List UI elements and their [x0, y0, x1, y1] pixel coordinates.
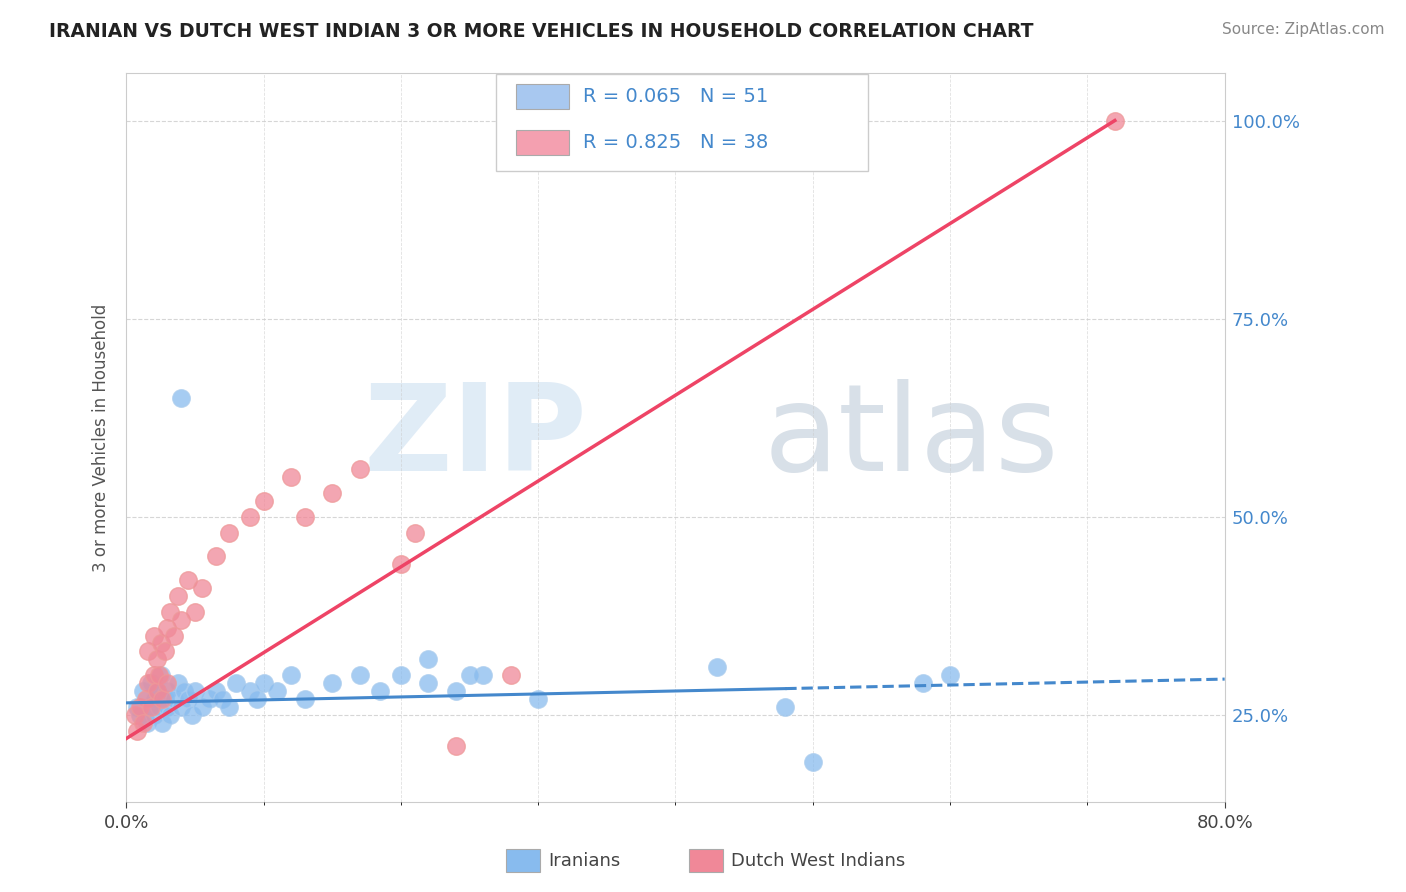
Point: [389, 668, 412, 682]
Point: [124, 707, 146, 722]
Point: [132, 684, 155, 698]
Point: [148, 699, 170, 714]
Point: [145, 684, 167, 698]
Point: [127, 723, 149, 738]
Point: [129, 699, 152, 714]
Point: [170, 613, 193, 627]
Point: [444, 739, 467, 754]
Point: [177, 573, 200, 587]
Point: [142, 668, 165, 682]
Point: [149, 668, 172, 682]
Point: [280, 470, 302, 484]
Point: [499, 668, 522, 682]
Point: [368, 684, 391, 698]
Point: [246, 692, 269, 706]
Point: [404, 525, 426, 540]
Point: [153, 692, 176, 706]
Point: [252, 676, 274, 690]
Point: [239, 509, 262, 524]
Text: IRANIAN VS DUTCH WEST INDIAN 3 OR MORE VEHICLES IN HOUSEHOLD CORRELATION CHART: IRANIAN VS DUTCH WEST INDIAN 3 OR MORE V…: [49, 22, 1033, 41]
Point: [184, 605, 207, 619]
Point: [294, 692, 316, 706]
Point: [156, 684, 179, 698]
Point: [127, 699, 149, 714]
Text: R = 0.825   N = 38: R = 0.825 N = 38: [583, 133, 769, 153]
Point: [444, 684, 467, 698]
Text: Source: ZipAtlas.com: Source: ZipAtlas.com: [1222, 22, 1385, 37]
Point: [150, 692, 173, 706]
Point: [280, 668, 302, 682]
Point: [939, 668, 962, 682]
Point: [129, 707, 152, 722]
Point: [163, 692, 186, 706]
Point: [138, 699, 160, 714]
Point: [142, 707, 165, 722]
Point: [225, 676, 247, 690]
Point: [218, 699, 240, 714]
Point: [135, 692, 157, 706]
Point: [211, 692, 233, 706]
Point: [136, 676, 159, 690]
Point: [349, 462, 371, 476]
Point: [159, 707, 181, 722]
Point: [191, 581, 214, 595]
Point: [418, 676, 440, 690]
Point: [135, 715, 157, 730]
Point: [167, 589, 190, 603]
Point: [148, 668, 170, 682]
Point: [142, 628, 165, 642]
Point: [389, 558, 412, 572]
Point: [177, 692, 200, 706]
Point: [156, 699, 179, 714]
Point: [252, 493, 274, 508]
Point: [527, 692, 550, 706]
Point: [472, 668, 495, 682]
Point: [145, 684, 167, 698]
Point: [294, 509, 316, 524]
Point: [266, 684, 288, 698]
Point: [321, 676, 343, 690]
Point: [159, 605, 181, 619]
Point: [418, 652, 440, 666]
Point: [142, 692, 165, 706]
Point: [218, 525, 240, 540]
Point: [136, 644, 159, 658]
Point: [775, 699, 797, 714]
Point: [204, 549, 226, 564]
Point: [156, 676, 179, 690]
Point: [197, 692, 219, 706]
Point: [145, 652, 167, 666]
Point: [458, 668, 481, 682]
Point: [706, 660, 728, 674]
Point: [349, 668, 371, 682]
Point: [170, 699, 193, 714]
Point: [204, 684, 226, 698]
Text: R = 0.065   N = 51: R = 0.065 N = 51: [583, 87, 769, 106]
Point: [170, 391, 193, 405]
Point: [1104, 113, 1126, 128]
Point: [167, 676, 190, 690]
Point: [156, 621, 179, 635]
Point: [153, 644, 176, 658]
Point: [163, 628, 186, 642]
Text: Iranians: Iranians: [548, 852, 620, 870]
Point: [132, 715, 155, 730]
Point: [321, 486, 343, 500]
Point: [239, 684, 262, 698]
Text: Dutch West Indians: Dutch West Indians: [731, 852, 905, 870]
Point: [181, 707, 204, 722]
Point: [149, 636, 172, 650]
Point: [191, 699, 214, 714]
Text: ZIP: ZIP: [364, 379, 588, 496]
Point: [801, 756, 824, 770]
Y-axis label: 3 or more Vehicles in Household: 3 or more Vehicles in Household: [93, 303, 110, 572]
Point: [139, 699, 162, 714]
Point: [139, 676, 162, 690]
Point: [150, 715, 173, 730]
Point: [173, 684, 195, 698]
Point: [184, 684, 207, 698]
Point: [911, 676, 934, 690]
Text: atlas: atlas: [763, 379, 1059, 496]
